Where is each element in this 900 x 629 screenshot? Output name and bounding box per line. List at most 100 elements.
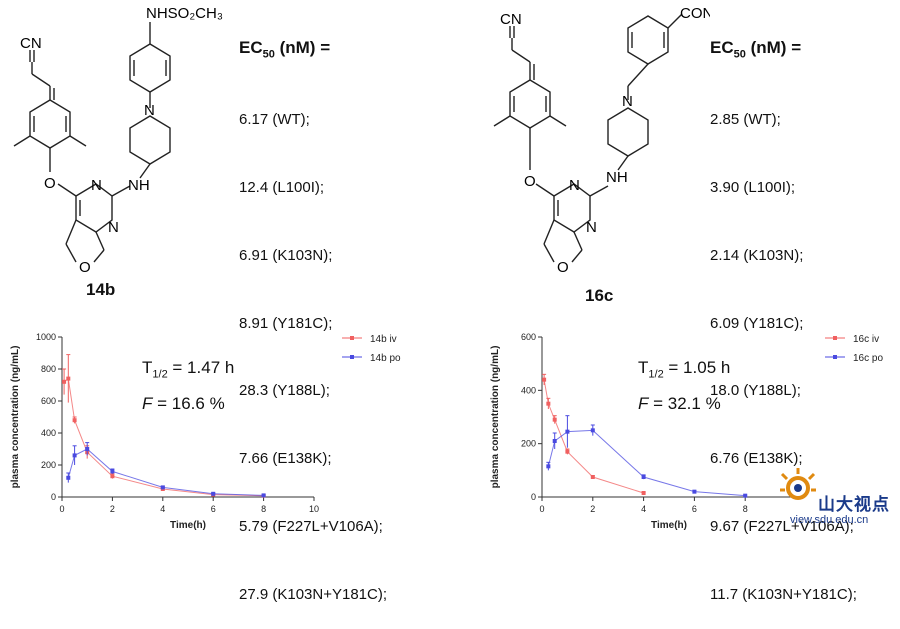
nitrile-group-14b: CN <box>20 35 42 52</box>
data-point <box>211 491 216 496</box>
legend-swatch-marker <box>350 355 354 359</box>
x-tick-label: 0 <box>59 504 64 514</box>
data-point <box>590 428 595 433</box>
x-tick-label: 4 <box>641 504 646 514</box>
compound-label-14b: 14b <box>86 280 116 299</box>
legend-label: 14b po <box>370 353 401 364</box>
y-tick-label: 200 <box>41 460 56 470</box>
furan-oxygen-16c: O <box>557 259 569 276</box>
pyrimidine-n2-14b: N <box>108 219 119 236</box>
x-tick-label: 8 <box>261 504 266 514</box>
data-point <box>641 475 646 479</box>
ec50-value: 28.3 (Y188L); <box>239 382 330 400</box>
pk-chart-16c: 0 200 400 600 0 2 4 6 8 Time(h) plasma concentrati… <box>490 332 796 531</box>
data-point <box>110 469 115 474</box>
pyrimidine-n1-14b: N <box>91 177 102 194</box>
half-life-14b: T1/2 = 1.47 h <box>142 358 235 381</box>
legend-swatch-marker <box>350 336 354 340</box>
ec50-value: 11.7 (K103N+Y181C); <box>710 585 857 603</box>
data-point <box>85 447 90 451</box>
y-tick-label: 600 <box>41 396 56 406</box>
ether-oxygen-14b: O <box>44 175 56 192</box>
data-point <box>692 489 697 494</box>
data-point <box>261 493 266 498</box>
watermark-logo <box>780 468 816 500</box>
data-point <box>72 418 77 423</box>
y-tick-label: 400 <box>521 385 536 395</box>
data-point <box>160 485 165 490</box>
data-point <box>546 464 551 469</box>
legend-1: 16c iv 16c po <box>825 334 883 364</box>
y-tick-label: 600 <box>521 332 536 342</box>
data-point <box>66 376 71 381</box>
data-point <box>590 475 595 479</box>
legend-label: 16c po <box>853 353 883 364</box>
series-line-0 <box>543 379 644 494</box>
bioavailability-16c: F = 32.1 % <box>638 394 721 413</box>
ec50-value: 3.90 (L100I); <box>710 178 796 196</box>
x-tick-label: 0 <box>539 504 544 514</box>
series-line-1 <box>547 429 746 497</box>
x-tick-label: 8 <box>743 504 748 514</box>
y-tick-label: 400 <box>41 428 56 438</box>
data-point <box>66 475 71 480</box>
furan-oxygen-14b: O <box>79 259 91 276</box>
y-axis-label: plasma concentration (ng/mL) <box>490 346 501 489</box>
x-axis-label: Time(h) <box>651 520 687 531</box>
x-tick-label: 2 <box>110 504 115 514</box>
x-tick-label: 10 <box>309 504 319 514</box>
x-tick-label: 6 <box>692 504 697 514</box>
data-point <box>743 493 748 498</box>
ec50-value: 27.9 (K103N+Y181C); <box>239 585 388 603</box>
series-line-1 <box>67 448 264 496</box>
ec50-value: 6.91 (K103N); <box>239 246 333 264</box>
legend-swatch-marker <box>833 355 837 359</box>
data-point <box>565 429 570 434</box>
sulfonamide-group-14b: NHSO₂CH₃ <box>146 5 223 22</box>
data-point <box>552 439 557 443</box>
structure-16c: CN O N N NH N CONH₂ O <box>493 5 710 276</box>
y-axis-label: plasma concentration (ng/mL) <box>10 346 21 489</box>
ec50-value: 2.14 (K103N); <box>710 246 804 264</box>
amine-nh-14b: NH <box>128 177 150 194</box>
pyrimidine-n2-16c: N <box>586 219 597 236</box>
piperidine-n-16c: N <box>622 93 633 110</box>
legend-label: 16c iv <box>853 334 879 345</box>
ec50-value: 18.0 (Y188L); <box>710 382 801 400</box>
data-point <box>72 453 77 458</box>
compound-label-16c: 16c <box>585 286 614 305</box>
piperidine-n-14b: N <box>144 102 155 119</box>
amide-group-16c: CONH₂ <box>680 5 710 22</box>
data-point <box>565 449 570 454</box>
data-point <box>542 377 547 382</box>
data-point <box>641 491 646 495</box>
y-tick-label: 200 <box>521 439 536 449</box>
ec50-value: 12.4 (L100I); <box>239 178 325 196</box>
data-point <box>546 401 551 406</box>
x-tick-label: 6 <box>211 504 216 514</box>
data-point <box>110 474 115 479</box>
ec50-value: 7.66 (E138K); <box>239 450 332 468</box>
x-axis-label: Time(h) <box>170 520 206 531</box>
ec50-value: 6.76 (E138K); <box>710 450 803 468</box>
pyrimidine-n1-16c: N <box>569 177 580 194</box>
data-point <box>552 417 557 422</box>
series-line-0 <box>63 377 264 497</box>
data-point <box>62 379 67 384</box>
ec50-heading-14b: EC50 (nM) = <box>239 38 331 61</box>
nitrile-group-16c: CN <box>500 11 522 28</box>
y-tick-label: 800 <box>41 364 56 374</box>
watermark-url: view.sdu.edu.cn <box>790 514 869 526</box>
ether-oxygen-16c: O <box>524 173 536 190</box>
ec50-value: 6.17 (WT); <box>239 111 310 129</box>
half-life-16c: T1/2 = 1.05 h <box>638 358 731 381</box>
amine-nh-16c: NH <box>606 169 628 186</box>
legend-0: 14b iv 14b po <box>342 334 401 364</box>
structure-14b: CN O N N NH N NHSO₂CH₃ O <box>13 5 223 276</box>
ec50-value: 2.85 (WT); <box>710 111 781 129</box>
legend-label: 14b iv <box>370 334 397 345</box>
ec50-heading-16c: EC50 (nM) = <box>710 38 802 61</box>
y-tick-label: 1000 <box>36 332 56 342</box>
legend-swatch-marker <box>833 336 837 340</box>
y-tick-label: 0 <box>531 492 536 502</box>
